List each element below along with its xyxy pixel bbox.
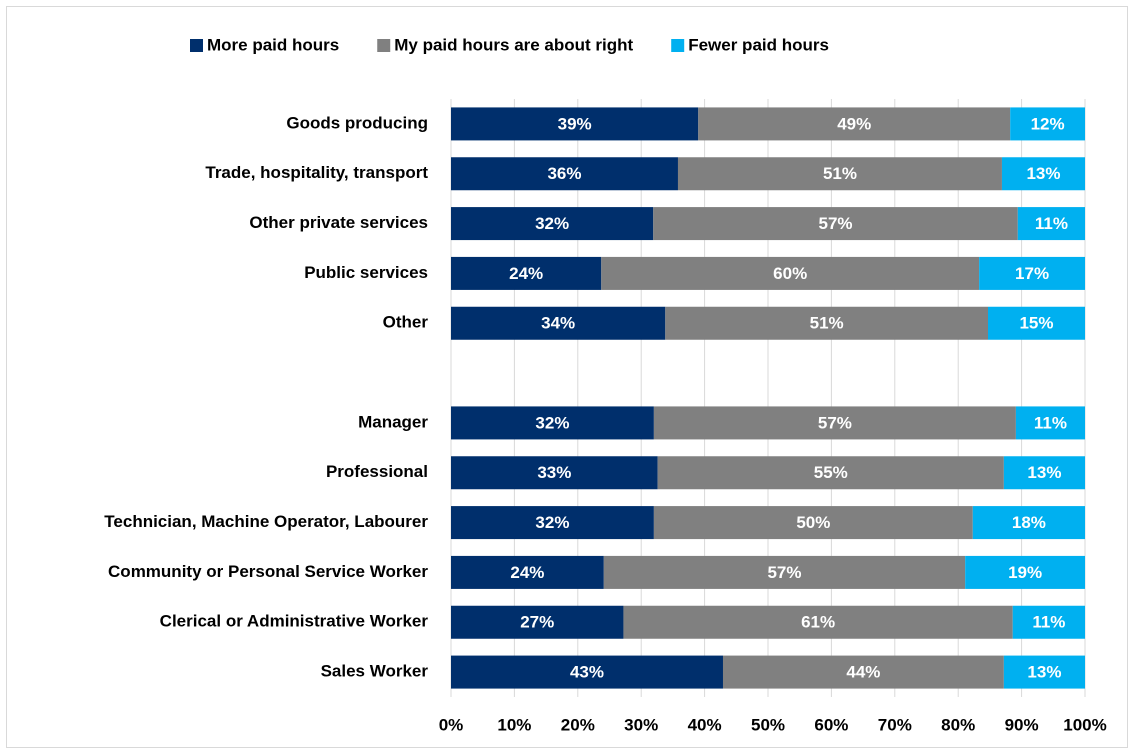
- data-label: 24%: [510, 563, 544, 582]
- bar-segment: [653, 207, 1018, 241]
- y-tick-label: Other: [383, 313, 429, 332]
- bar-segment: [451, 456, 658, 490]
- data-label: 49%: [837, 114, 871, 133]
- y-tick-label: Technician, Machine Operator, Labourer: [104, 512, 428, 531]
- data-label: 44%: [846, 663, 880, 682]
- data-label: 32%: [535, 413, 569, 432]
- bar-segment: [601, 256, 980, 290]
- bar-segment: [451, 555, 604, 589]
- data-label: 50%: [796, 513, 830, 532]
- data-label: 51%: [823, 164, 857, 183]
- data-label: 57%: [767, 563, 801, 582]
- y-tick-label: Goods producing: [286, 113, 428, 132]
- y-tick-label: Manager: [358, 412, 428, 431]
- bar-segment: [451, 107, 699, 141]
- bar-segment: [1010, 107, 1085, 141]
- y-tick-label: Public services: [304, 263, 428, 282]
- x-tick-label: 30%: [624, 715, 658, 734]
- bar-segment: [451, 256, 602, 290]
- data-label: 27%: [520, 613, 554, 632]
- bar-segment: [451, 306, 666, 340]
- y-tick-label: Trade, hospitality, transport: [205, 163, 428, 182]
- y-tick-label: Clerical or Administrative Worker: [160, 612, 429, 631]
- bar-segment: [722, 655, 1004, 689]
- data-label: 43%: [570, 663, 604, 682]
- data-label: 39%: [558, 114, 592, 133]
- data-label: 12%: [1031, 114, 1065, 133]
- bar-segment: [677, 157, 1002, 191]
- bar-segment: [1017, 207, 1085, 241]
- x-tick-label: 90%: [1005, 715, 1039, 734]
- data-label: 51%: [810, 314, 844, 333]
- bar-segment: [1012, 605, 1085, 639]
- legend-swatch: [377, 39, 391, 52]
- bar-segment: [1003, 456, 1085, 490]
- bar-segment: [451, 406, 654, 440]
- bar-segment: [451, 605, 624, 639]
- x-tick-label: 80%: [941, 715, 975, 734]
- x-tick-label: 70%: [878, 715, 912, 734]
- data-label: 11%: [1035, 214, 1068, 233]
- data-label: 32%: [535, 513, 569, 532]
- y-tick-label: Sales Worker: [321, 662, 429, 681]
- legend-label: More paid hours: [207, 35, 339, 54]
- bar-segment: [653, 506, 973, 540]
- data-label: 11%: [1034, 413, 1067, 432]
- data-label: 34%: [541, 314, 575, 333]
- data-label: 13%: [1026, 164, 1060, 183]
- data-label: 36%: [547, 164, 581, 183]
- bar-segment: [1001, 157, 1085, 191]
- data-label: 15%: [1019, 314, 1053, 333]
- data-label: 11%: [1032, 613, 1065, 632]
- bar-segment: [1003, 655, 1085, 689]
- data-label: 24%: [509, 264, 543, 283]
- x-tick-label: 0%: [439, 715, 464, 734]
- bar-segment: [987, 306, 1085, 340]
- data-label: 13%: [1027, 663, 1061, 682]
- bar-segment: [451, 157, 678, 191]
- x-tick-label: 20%: [561, 715, 595, 734]
- data-label: 61%: [801, 613, 835, 632]
- bar-segment: [623, 605, 1013, 639]
- bar-segment: [451, 655, 723, 689]
- x-tick-label: 10%: [497, 715, 531, 734]
- data-label: 33%: [537, 463, 571, 482]
- bar-segment: [665, 306, 988, 340]
- bar-segment: [653, 406, 1016, 440]
- data-label: 19%: [1008, 563, 1042, 582]
- bar-segment: [1015, 406, 1085, 440]
- data-label: 57%: [818, 413, 852, 432]
- data-label: 60%: [773, 264, 807, 283]
- data-label: 17%: [1015, 264, 1049, 283]
- y-tick-label: Professional: [326, 462, 428, 481]
- data-label: 55%: [814, 463, 848, 482]
- legend-label: My paid hours are about right: [394, 35, 633, 54]
- data-label: 32%: [535, 214, 569, 233]
- y-tick-label: Other private services: [249, 213, 428, 232]
- bar-segment: [698, 107, 1011, 141]
- legend-swatch: [190, 39, 203, 52]
- bar-segment: [979, 256, 1085, 290]
- y-tick-label: Community or Personal Service Worker: [108, 562, 428, 581]
- bar-segment: [965, 555, 1085, 589]
- x-tick-label: 40%: [688, 715, 722, 734]
- bar-segment: [603, 555, 966, 589]
- data-label: 57%: [819, 214, 853, 233]
- bar-segment: [451, 506, 654, 540]
- bar-segment: [451, 207, 654, 241]
- x-tick-label: 100%: [1063, 715, 1106, 734]
- legend-swatch: [671, 39, 685, 52]
- data-label: 18%: [1012, 513, 1046, 532]
- legend-label: Fewer paid hours: [688, 35, 829, 54]
- bar-segment: [657, 456, 1004, 490]
- x-tick-label: 60%: [814, 715, 848, 734]
- bar-segment: [972, 506, 1085, 540]
- x-tick-label: 50%: [751, 715, 785, 734]
- data-label: 13%: [1027, 463, 1061, 482]
